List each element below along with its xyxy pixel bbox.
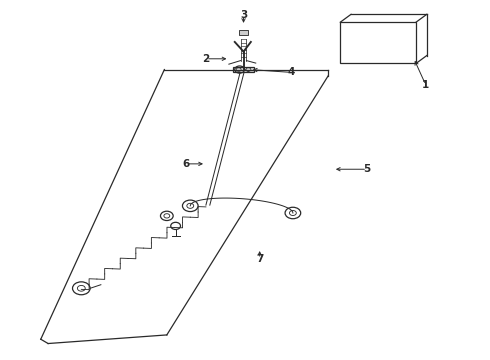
Text: 4: 4 bbox=[288, 67, 295, 77]
FancyBboxPatch shape bbox=[233, 67, 254, 72]
Text: 1: 1 bbox=[422, 80, 429, 90]
Text: 6: 6 bbox=[183, 159, 190, 169]
Text: 7: 7 bbox=[256, 254, 263, 264]
Bar bbox=[340, 22, 416, 63]
Text: 3: 3 bbox=[240, 10, 247, 20]
Text: 2: 2 bbox=[202, 54, 210, 64]
Text: 5: 5 bbox=[364, 164, 371, 174]
Bar bbox=[239, 31, 248, 36]
